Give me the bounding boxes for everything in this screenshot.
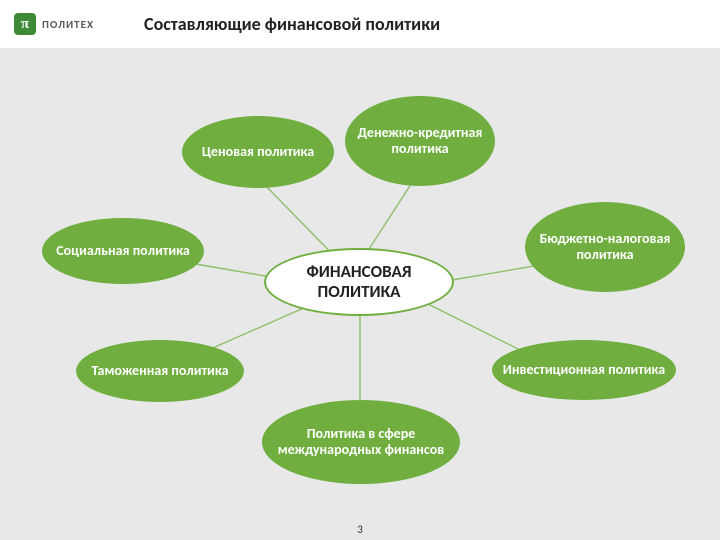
logo-text: ПОЛИТЕХ [42,18,94,31]
page-title: Составляющие финансовой политики [144,13,720,35]
header: π ПОЛИТЕХ Составляющие финансовой полити… [0,0,720,48]
node-price: Ценовая политика [182,116,334,188]
node-social: Социальная политика [42,218,204,284]
node-customs: Таможенная политика [76,340,244,402]
diagram-stage: 3 Ценовая политикаДенежно-кредитная поли… [0,48,720,540]
page-number: 3 [0,523,720,536]
node-intl: Политика в сфере международных финансов [262,400,460,484]
logo: π ПОЛИТЕХ [14,13,94,35]
node-monetary: Денежно-кредитная политика [345,96,495,186]
node-fiscal: Бюджетно-налоговая политика [525,202,685,292]
center-node: ФИНАНСОВАЯ ПОЛИТИКА [264,248,454,316]
node-investment: Инвестиционная политика [492,340,676,400]
pi-icon: π [14,13,36,35]
